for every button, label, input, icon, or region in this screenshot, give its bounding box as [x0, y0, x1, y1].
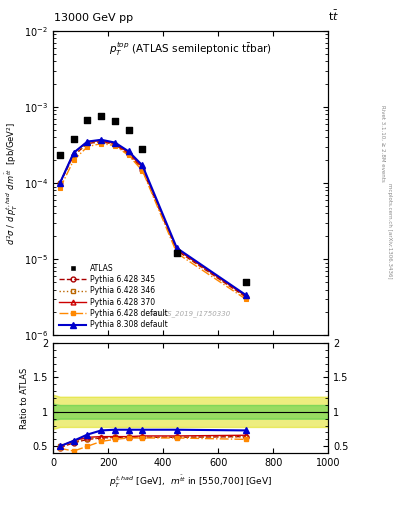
Point [174, 249, 180, 257]
Point [242, 278, 249, 286]
Text: ATLAS_2019_I1750330: ATLAS_2019_I1750330 [151, 310, 231, 317]
Legend: ATLAS, Pythia 6.428 345, Pythia 6.428 346, Pythia 6.428 370, Pythia 6.428 defaul: ATLAS, Pythia 6.428 345, Pythia 6.428 34… [57, 262, 170, 332]
Y-axis label: Ratio to ATLAS: Ratio to ATLAS [20, 368, 29, 429]
Y-axis label: $d^2\sigma$ / $d\,p_T^{t,had}$ $d\,m^{\bar{t}t}$  [pb/GeV$^2$]: $d^2\sigma$ / $d\,p_T^{t,had}$ $d\,m^{\b… [4, 121, 20, 245]
Point [98, 112, 105, 120]
Point [71, 135, 77, 143]
X-axis label: $p_T^{t,had}$ [GeV],  $m^{\bar{t}t}$ in [550,700] [GeV]: $p_T^{t,had}$ [GeV], $m^{\bar{t}t}$ in [… [109, 474, 272, 490]
Point [112, 117, 118, 125]
Point [140, 145, 146, 153]
Point [57, 152, 63, 160]
Text: $p_T^{top}$ (ATLAS semileptonic t$\bar{t}$bar): $p_T^{top}$ (ATLAS semileptonic t$\bar{t… [109, 40, 272, 58]
Text: Rivet 3.1.10, ≥ 2.8M events: Rivet 3.1.10, ≥ 2.8M events [381, 105, 386, 182]
Point [84, 116, 91, 124]
Text: t$\bar{t}$: t$\bar{t}$ [328, 9, 339, 23]
Text: 13000 GeV pp: 13000 GeV pp [54, 13, 133, 23]
Text: mcplots.cern.ch [arXiv:1306.3436]: mcplots.cern.ch [arXiv:1306.3436] [387, 183, 391, 278]
Point [126, 126, 132, 134]
